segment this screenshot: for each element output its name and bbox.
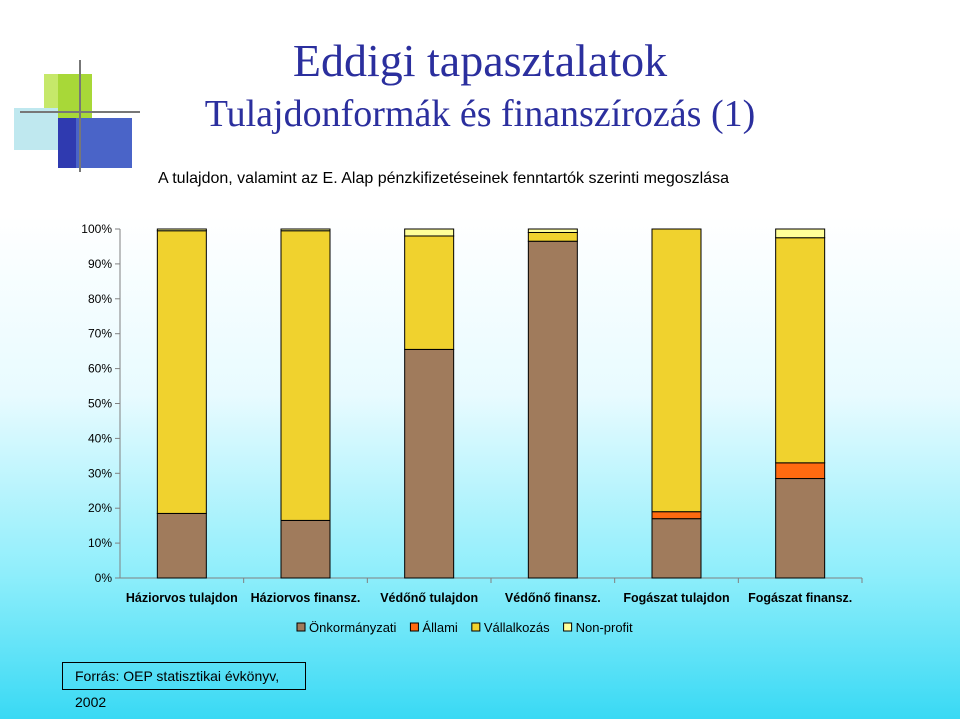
legend-label: Állami (422, 620, 458, 635)
corner-decoration (14, 60, 140, 172)
bar-segment (651, 511, 702, 520)
y-tick-label: 10% (88, 536, 112, 550)
bar-segment (156, 230, 207, 514)
x-tick-label: Védőnő finansz. (505, 591, 601, 605)
bar-segment (651, 518, 702, 579)
bar-segment (775, 237, 826, 464)
bar-segment (651, 228, 702, 513)
x-tick-label: Fogászat finansz. (748, 591, 852, 605)
x-tick-label: Háziorvos tulajdon (126, 591, 238, 605)
x-tick-label: Védőnő tulajdon (380, 591, 478, 605)
legend-label: Non-profit (576, 620, 633, 635)
legend-label: Vállalkozás (484, 620, 550, 635)
y-tick-label: 0% (95, 571, 113, 585)
legend-swatch (409, 622, 419, 632)
bar-segment (775, 228, 826, 239)
page-subtitle: Tulajdonformák és finanszírozás (1) (204, 93, 756, 135)
y-tick-label: 40% (88, 431, 112, 445)
bar-segment (527, 231, 578, 242)
bar-segment (775, 478, 826, 579)
y-tick-label: 100% (81, 222, 112, 236)
x-tick-label: Háziorvos finansz. (251, 591, 361, 605)
y-tick-label: 90% (88, 257, 112, 271)
chart-title: A tulajdon, valamint az E. Alap pénzkifi… (158, 170, 729, 187)
bar-segment (775, 462, 826, 480)
bar-segment (527, 228, 578, 233)
bar-segment (156, 228, 207, 232)
bar-segment (156, 512, 207, 579)
bar-segment (280, 519, 331, 579)
y-tick-label: 60% (88, 362, 112, 376)
x-tick-label: Fogászat tulajdon (623, 591, 729, 605)
y-tick-label: 30% (88, 466, 112, 480)
y-tick-label: 70% (88, 327, 112, 341)
y-tick-label: 50% (88, 397, 112, 411)
bar-segment (527, 240, 578, 579)
y-tick-label: 20% (88, 501, 112, 515)
bar-segment (404, 348, 455, 579)
bar-segment (404, 235, 455, 350)
legend-label: Önkormányzati (309, 620, 397, 635)
bar-segment (404, 228, 455, 237)
page-title: Eddigi tapasztalatok (292, 35, 668, 86)
bar-segment (280, 228, 331, 232)
legend-swatch (563, 622, 573, 632)
y-tick-label: 80% (88, 292, 112, 306)
bar-segment (280, 230, 331, 521)
source-note: Forrás: OEP statisztikai évkönyv, 2002 (62, 662, 306, 710)
legend-swatch (296, 622, 306, 632)
legend-swatch (471, 622, 481, 632)
